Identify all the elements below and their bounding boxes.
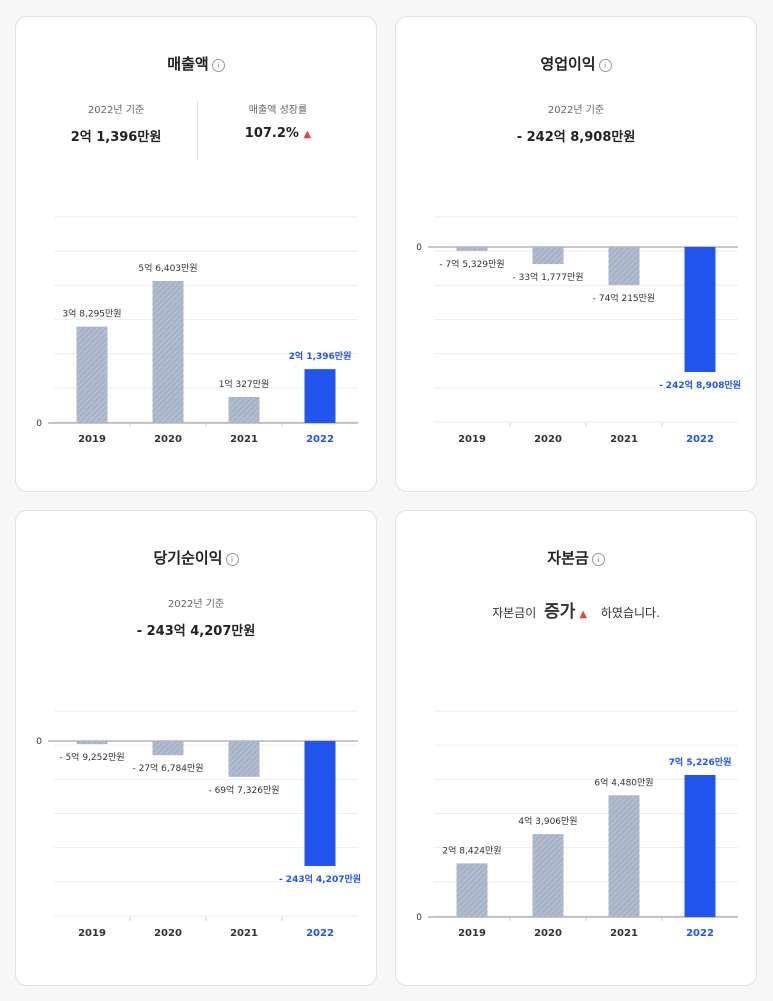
value-label: - 5억 9,252만원 bbox=[59, 751, 124, 763]
x-tick-label: 2021 bbox=[230, 434, 258, 445]
bar-2020 bbox=[152, 741, 184, 756]
capital-status: 자본금이 증가 ▲ 하였습니다. bbox=[396, 597, 756, 622]
capital-title: 자본금 i bbox=[396, 547, 756, 568]
value-label: 3억 8,295만원 bbox=[62, 308, 121, 320]
value-label: - 7억 5,329만원 bbox=[439, 258, 504, 270]
net-chart: 0 - 5억 9,252만원 2019 - 27억 6,784만원 2020 - 69억 … bbox=[36, 710, 361, 939]
bar-2021 bbox=[228, 397, 260, 423]
x-tick-label: 2022 bbox=[306, 928, 334, 939]
revenue-chart: 0 3억 8,295만원 2019 5억 6,403만원 2020 1억 327만원 202… bbox=[36, 216, 358, 445]
x-tick-label: 2022 bbox=[686, 434, 714, 445]
info-icon[interactable]: i bbox=[225, 553, 239, 566]
bar-2019 bbox=[76, 741, 108, 745]
revenue-growth-value: 107.2% ▲ bbox=[198, 126, 358, 141]
x-tick-label: 2019 bbox=[458, 434, 486, 445]
info-icon[interactable]: i bbox=[211, 59, 225, 72]
zero-tick-label: 0 bbox=[416, 913, 422, 923]
info-icon[interactable]: i bbox=[598, 59, 612, 72]
value-label: - 33억 1,777만원 bbox=[512, 271, 583, 283]
capital-chart: 0 2억 8,424만원 2019 4억 3,906만원 2020 6억 4,480만원 2… bbox=[416, 710, 738, 939]
value-label: 4억 3,906만원 bbox=[518, 815, 577, 827]
zero-tick-label: 0 bbox=[36, 737, 42, 747]
operating-chart: 0 - 7억 5,329만원 2019 - 33억 1,777만원 2020 - 74억 … bbox=[416, 216, 741, 445]
triangle-up-icon: ▲ bbox=[303, 129, 312, 140]
value-label: - 74억 215만원 bbox=[593, 292, 655, 304]
bar-2022 bbox=[684, 247, 716, 372]
value-label: 7억 5,226만원 bbox=[669, 756, 732, 768]
operating-base-label: 2022년 기준 bbox=[547, 105, 605, 116]
bar-2020 bbox=[532, 834, 564, 917]
bar-2022 bbox=[684, 775, 716, 917]
capital-status-pre: 자본금이 bbox=[492, 606, 537, 620]
revenue-card: 매출액 i 2022년 기준 2억 1,396만원 매출액 성장률 107.2% … bbox=[15, 16, 377, 492]
x-tick-label: 2021 bbox=[230, 928, 258, 939]
x-tick-label: 2022 bbox=[686, 928, 714, 939]
revenue-base-label: 2022년 기준 bbox=[87, 105, 145, 116]
value-label: - 27억 6,784만원 bbox=[132, 762, 203, 774]
bar-2019 bbox=[76, 326, 108, 423]
bar-2021 bbox=[608, 795, 640, 917]
net-title: 당기순이익 i bbox=[16, 547, 376, 568]
revenue-title-text: 매출액 bbox=[167, 55, 209, 73]
capital-status-increase: 증가 bbox=[544, 602, 576, 622]
x-tick-label: 2021 bbox=[610, 434, 638, 445]
net-income-card: 당기순이익 i 2022년 기준 - 243억 4,207만원 0 - 5억 9,2… bbox=[15, 510, 377, 986]
x-tick-label: 2020 bbox=[534, 434, 562, 445]
bar-2021 bbox=[608, 247, 640, 286]
operating-title: 영업이익 i bbox=[396, 53, 756, 74]
info-icon[interactable]: i bbox=[591, 553, 605, 566]
bar-2020 bbox=[532, 247, 564, 265]
value-label: - 243억 4,207만원 bbox=[279, 873, 361, 885]
capital-card: 자본금 i 자본금이 증가 ▲ 하였습니다. 0 2억 8,424만원 2019 4억 3… bbox=[395, 510, 757, 986]
operating-income-card: 영업이익 i 2022년 기준 - 242억 8,908만원 0 - 7억 5,32… bbox=[395, 16, 757, 492]
bar-2020 bbox=[152, 281, 184, 423]
value-label: - 69억 7,326만원 bbox=[208, 784, 279, 796]
net-base-value: - 243억 4,207만원 bbox=[136, 624, 256, 639]
zero-tick-label: 0 bbox=[36, 419, 42, 429]
operating-base-value: - 242억 8,908만원 bbox=[516, 130, 636, 145]
capital-title-text: 자본금 bbox=[547, 549, 589, 567]
value-label: 2억 8,424만원 bbox=[442, 844, 501, 856]
value-label: 2억 1,396만원 bbox=[289, 350, 352, 362]
net-base-label: 2022년 기준 bbox=[167, 599, 225, 610]
x-tick-label: 2019 bbox=[78, 928, 106, 939]
revenue-growth-percent: 107.2% bbox=[244, 126, 299, 141]
zero-tick-label: 0 bbox=[416, 243, 422, 253]
x-tick-label: 2022 bbox=[306, 434, 334, 445]
operating-title-text: 영업이익 bbox=[540, 55, 596, 73]
x-tick-label: 2019 bbox=[458, 928, 486, 939]
bar-2021 bbox=[228, 741, 260, 777]
x-tick-label: 2020 bbox=[534, 928, 562, 939]
bar-2022 bbox=[304, 369, 336, 423]
revenue-title: 매출액 i bbox=[16, 53, 376, 74]
x-tick-label: 2020 bbox=[154, 928, 182, 939]
bar-2019 bbox=[456, 863, 488, 917]
capital-status-post: 하였습니다. bbox=[600, 606, 660, 620]
triangle-up-icon: ▲ bbox=[579, 609, 588, 620]
x-tick-label: 2020 bbox=[154, 434, 182, 445]
revenue-divider bbox=[197, 101, 198, 161]
revenue-growth-label: 매출액 성장률 bbox=[248, 105, 308, 116]
value-label: 1억 327만원 bbox=[219, 378, 270, 390]
bar-2022 bbox=[304, 741, 336, 866]
net-title-text: 당기순이익 bbox=[153, 549, 223, 567]
value-label: - 242억 8,908만원 bbox=[659, 379, 741, 391]
x-tick-label: 2021 bbox=[610, 928, 638, 939]
value-label: 6억 4,480만원 bbox=[594, 776, 653, 788]
bar-2019 bbox=[456, 247, 488, 251]
x-tick-label: 2019 bbox=[78, 434, 106, 445]
value-label: 5억 6,403만원 bbox=[138, 262, 197, 274]
revenue-base-value: 2억 1,396만원 bbox=[70, 130, 162, 145]
